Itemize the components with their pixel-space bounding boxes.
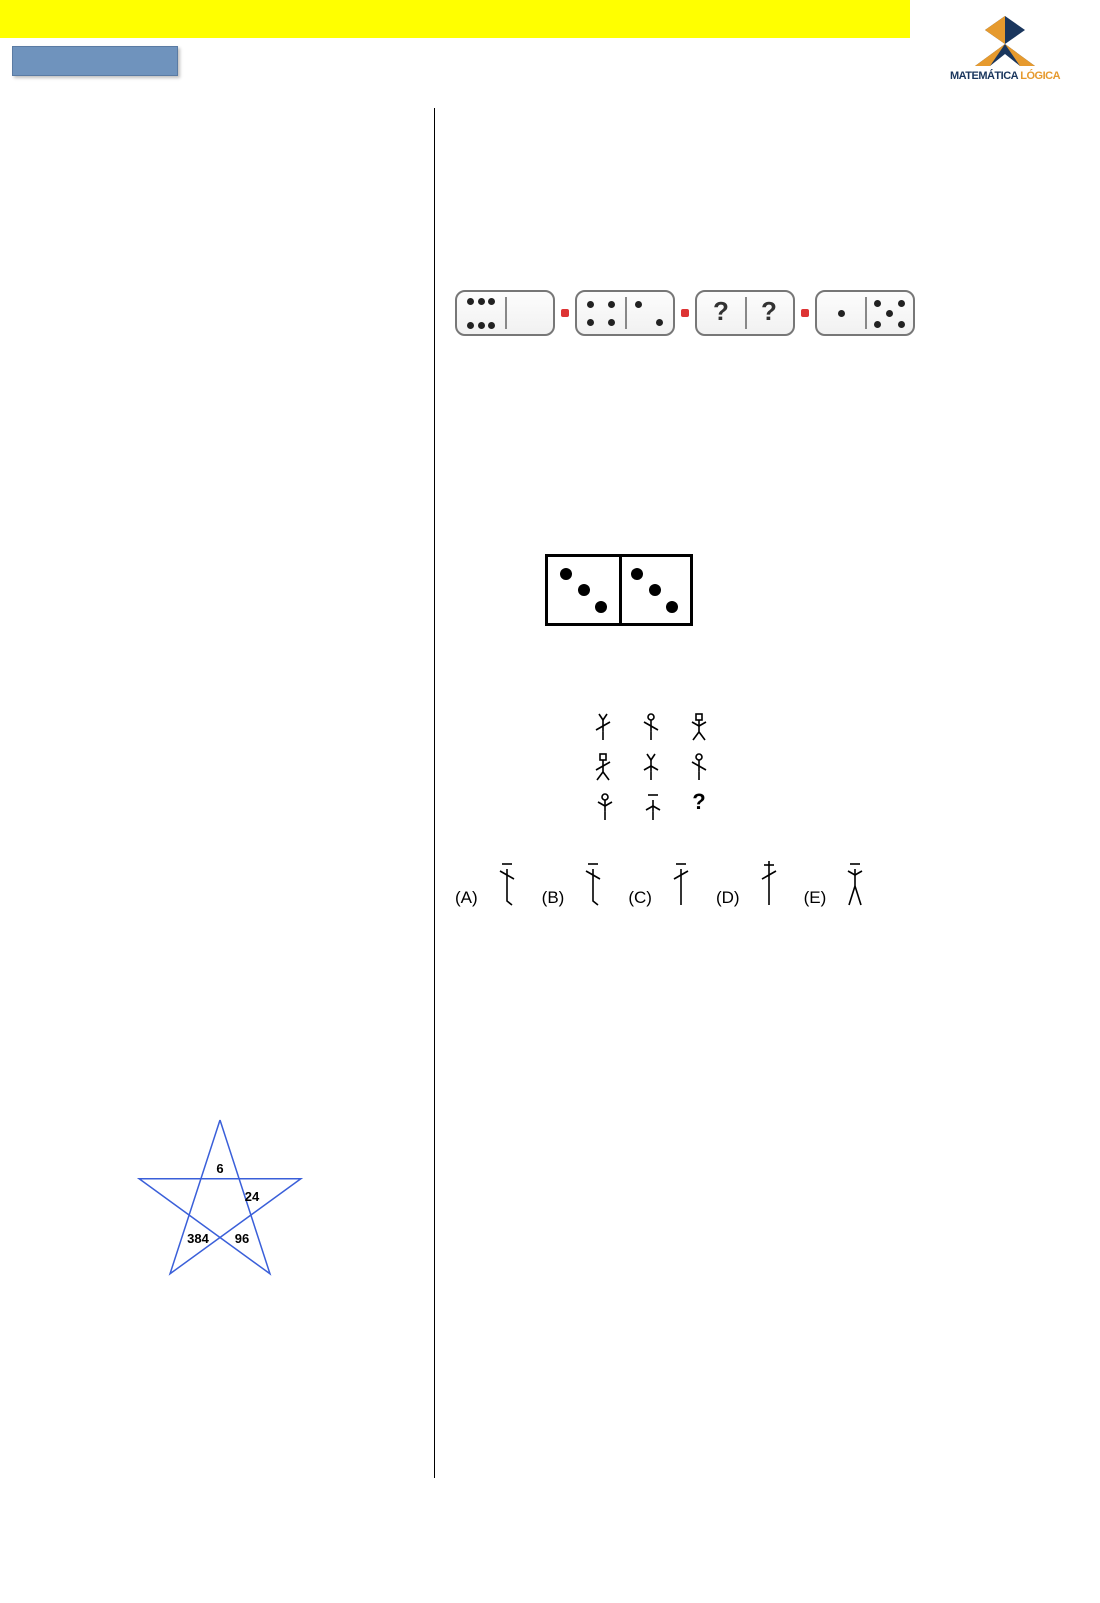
sequence-separator [561,309,569,317]
stick-figure [586,749,620,783]
option-label: (D) [716,888,740,908]
domino-tile [815,290,915,336]
domino-tile [575,290,675,336]
stick-figure [634,709,668,743]
missing-figure: ? [684,789,714,823]
sequence-separator [801,309,809,317]
stick-figure-grid: ? [586,709,716,829]
option-figure [656,858,706,908]
svg-text:384: 384 [187,1231,209,1246]
option-figure [744,858,794,908]
svg-text:6: 6 [216,1161,223,1176]
stick-figure [634,749,668,783]
option-label: (C) [628,888,652,908]
option: (D) [716,858,794,908]
stick-figure [586,709,620,743]
stick-figure [588,789,622,823]
sequence-separator [681,309,689,317]
logo-text-logica: LÓGICA [1018,70,1060,82]
option-figure [568,858,618,908]
svg-text:24: 24 [245,1189,260,1204]
stick-figure [636,789,670,823]
answer-options: (A) (B) (C) (D) (E) [455,858,880,908]
domino-single [545,554,693,626]
domino-tile [455,290,555,336]
option: (E) [804,858,881,908]
top-banner [0,0,910,38]
option: (C) [628,858,706,908]
logo-text-matematica: MATEMÁTICA [950,70,1018,82]
stick-figure [682,749,716,783]
svg-text:96: 96 [235,1231,249,1246]
option-label: (E) [804,888,827,908]
domino-sequence: ?? [455,290,915,336]
brand-logo: MATEMÁTICA LÓGICA [920,8,1090,88]
domino-tile: ?? [695,290,795,336]
option: (A) [455,858,532,908]
section-tab [12,46,178,76]
stick-figure [682,709,716,743]
option-figure [830,858,880,908]
option-label: (A) [455,888,478,908]
column-divider [434,108,435,1478]
option: (B) [542,858,619,908]
option-label: (B) [542,888,565,908]
option-figure [482,858,532,908]
star-diagram: 6 24 96 384 [120,1100,320,1300]
